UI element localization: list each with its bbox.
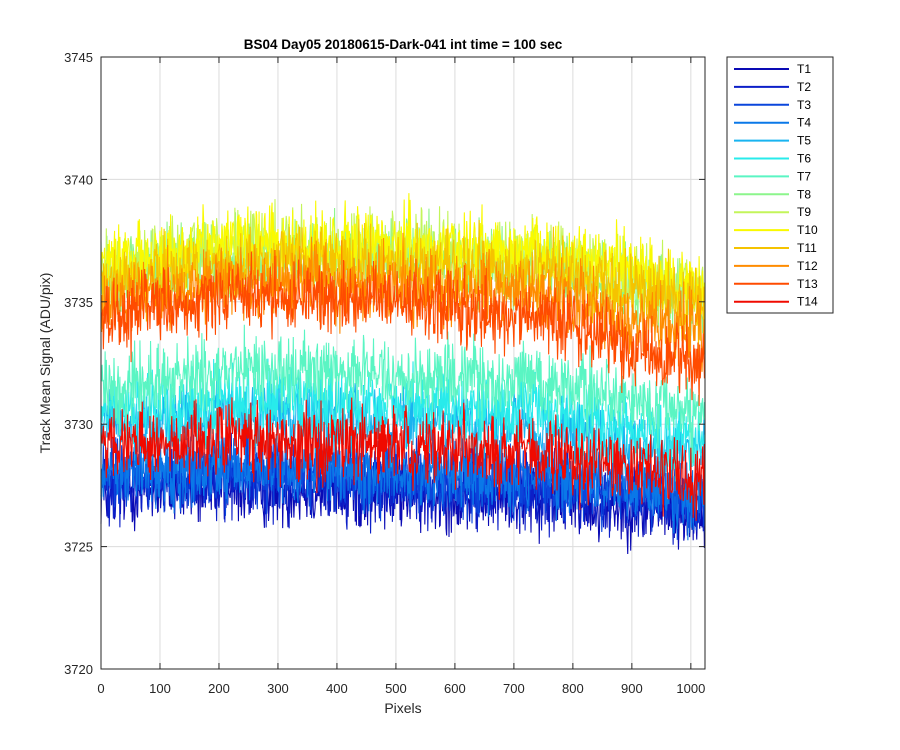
series-line-t7 xyxy=(100,324,705,464)
y-tick-label: 3740 xyxy=(64,172,93,187)
x-tick-label: 200 xyxy=(208,681,230,696)
x-tick-label: 700 xyxy=(503,681,525,696)
x-tick-label: 800 xyxy=(562,681,584,696)
x-axis-label: Pixels xyxy=(384,700,421,716)
legend-label-t14: T14 xyxy=(797,295,818,309)
legend-label-t13: T13 xyxy=(797,277,818,291)
y-tick-label: 3735 xyxy=(64,295,93,310)
x-tick-label: 1000 xyxy=(676,681,705,696)
legend-box xyxy=(726,56,834,314)
x-tick-label: 500 xyxy=(385,681,407,696)
legend[interactable]: T1 T2 T3 T4 T5 T6 T7 T8 T9 T10 T11 T12 T13 T14 xyxy=(726,56,834,314)
legend-label-t11: T11 xyxy=(797,241,817,255)
series-lines xyxy=(100,193,705,555)
legend-label-t12: T12 xyxy=(797,259,818,273)
chart-title: BS04 Day05 20180615-Dark-041 int time = … xyxy=(244,37,563,52)
legend-label-t10: T10 xyxy=(797,223,818,237)
x-tick-label: 300 xyxy=(267,681,289,696)
x-tick-label: 600 xyxy=(444,681,466,696)
y-tick-label: 3720 xyxy=(64,662,93,677)
legend-label-t3: T3 xyxy=(797,98,811,112)
series-line-t6 xyxy=(100,358,705,482)
y-tick-label: 3730 xyxy=(64,417,93,432)
y-tick-label: 3725 xyxy=(64,540,93,555)
x-tick-label: 100 xyxy=(149,681,171,696)
y-tick-label: 3745 xyxy=(64,50,93,65)
legend-label-t8: T8 xyxy=(797,187,811,201)
y-axis-label: Track Mean Signal (ADU/pix) xyxy=(37,273,53,454)
series-line-t4 xyxy=(100,419,705,541)
legend-label-t4: T4 xyxy=(797,116,811,130)
legend-label-t6: T6 xyxy=(797,152,811,166)
series-line-t13 xyxy=(100,249,705,406)
legend-label-t7: T7 xyxy=(797,169,811,183)
axis-tick-labels: 0 100 200 300 400 500 600 700 800 900 1000 3720 3725… xyxy=(64,50,705,696)
legend-entries: T1 T2 T3 T4 T5 T6 T7 T8 T9 T10 T11 T12 T13 T14 xyxy=(734,62,818,309)
x-tick-label: 400 xyxy=(326,681,348,696)
legend-label-t5: T5 xyxy=(797,134,811,148)
series-line-t14 xyxy=(100,397,705,521)
series-line-t5 xyxy=(100,370,705,481)
legend-label-t1: T1 xyxy=(797,62,811,76)
x-tick-label: 0 xyxy=(97,681,104,696)
x-tick-label: 900 xyxy=(621,681,643,696)
legend-label-t9: T9 xyxy=(797,205,811,219)
legend-label-t2: T2 xyxy=(797,80,811,94)
axis-ticks xyxy=(100,56,705,670)
plot-area-border xyxy=(100,56,706,670)
